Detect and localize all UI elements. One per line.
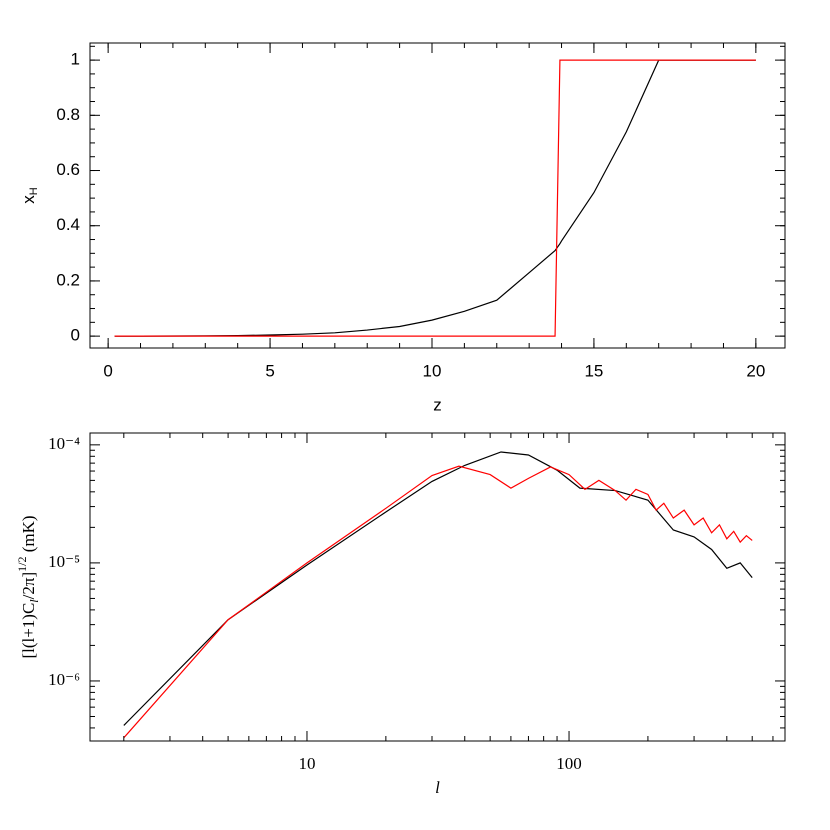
x-tick-label: 100 bbox=[556, 754, 582, 773]
y-tick-label: 10⁻⁵ bbox=[48, 552, 80, 571]
y-axis-label: [l(l+1)Cl/2π]1/2 (mK) bbox=[15, 515, 41, 658]
y-tick-label: 0.2 bbox=[56, 270, 80, 289]
y-axis-label: xH bbox=[19, 187, 39, 204]
x-tick-label: 10 bbox=[298, 754, 315, 773]
y-axis-label-part: /2π] bbox=[19, 572, 38, 599]
y-axis-label-part: (mK) bbox=[19, 515, 38, 556]
y-tick-label: 10⁻⁴ bbox=[48, 434, 80, 453]
x-tick-label: 20 bbox=[746, 361, 765, 380]
y-tick-label: 10⁻⁶ bbox=[48, 670, 80, 689]
y-tick-label: 0 bbox=[71, 326, 80, 345]
x-tick-label: 5 bbox=[265, 361, 274, 380]
y-tick-label: 0.4 bbox=[56, 215, 80, 234]
plot-frame bbox=[89, 42, 786, 349]
y-axis-label-part: l bbox=[27, 599, 41, 603]
y-tick-label: 0.6 bbox=[56, 160, 80, 179]
top-panel: 0 5 10 15 20 0 0.2 0.4 0.6 0.8 1 z xH bbox=[19, 42, 786, 414]
x-axis-label: z bbox=[433, 395, 442, 414]
x-tick-label: 10 bbox=[423, 361, 442, 380]
data-line bbox=[123, 451, 753, 726]
y-axis-label-main: x bbox=[19, 195, 38, 204]
x-tick-label: 0 bbox=[103, 361, 112, 380]
plot-frame bbox=[89, 432, 786, 742]
y-axis-label-sub: H bbox=[28, 187, 40, 195]
data-line bbox=[114, 59, 756, 337]
y-tick-label: 1 bbox=[71, 50, 80, 69]
y-tick-label: 0.8 bbox=[56, 105, 80, 124]
data-line bbox=[123, 465, 753, 739]
data-line bbox=[114, 59, 756, 337]
y-axis-label-part: 1/2 bbox=[15, 557, 29, 572]
y-axis-label-part: [l(l+1)C bbox=[19, 603, 38, 659]
x-axis-label: l bbox=[435, 778, 440, 797]
x-tick-label: 15 bbox=[584, 361, 603, 380]
